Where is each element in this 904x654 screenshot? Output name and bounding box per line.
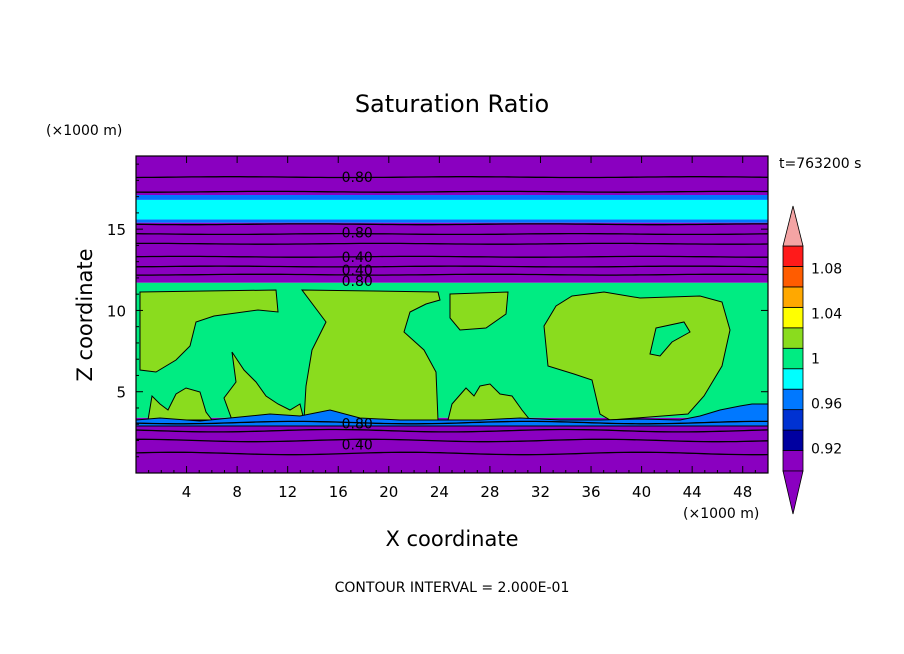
colorbar-segment <box>782 429 804 451</box>
x-tick-label: 48 <box>733 483 752 501</box>
contour-line <box>136 420 768 425</box>
cloud-blob <box>300 289 441 421</box>
cloud-blob <box>449 291 509 331</box>
contour-label: 0.80 <box>342 170 373 186</box>
y-axis-title: Z coordinate <box>73 248 97 381</box>
contour-line <box>136 438 768 443</box>
contour-label: 0.40 <box>342 438 373 454</box>
y-units-label: (×1000 m) <box>46 123 122 139</box>
y-tick-label: 10 <box>107 302 126 320</box>
contour-interval-note: CONTOUR INTERVAL = 2.000E-01 <box>335 580 570 596</box>
contour-label: 0.80 <box>342 225 373 241</box>
contour-label: 0.80 <box>342 416 373 432</box>
colorbar-segment <box>782 388 804 411</box>
colorbar-label: 1 <box>811 352 820 368</box>
x-tick-label: 32 <box>531 483 550 501</box>
level-band <box>136 156 768 196</box>
colorbar-segment <box>782 306 804 329</box>
colorbar-label: 1.08 <box>811 262 842 278</box>
colorbar-segment <box>782 347 804 370</box>
contour-label: 0.80 <box>342 274 373 290</box>
colorbar-over-arrow <box>782 205 804 247</box>
level-band <box>136 219 768 223</box>
x-tick-label: 20 <box>379 483 398 501</box>
contour-line <box>136 273 768 276</box>
contour-line <box>136 176 768 179</box>
contour-line <box>136 255 768 258</box>
x-tick-label: 4 <box>182 483 192 501</box>
contour-line <box>136 223 768 226</box>
contour-line <box>136 190 768 193</box>
x-tick-label: 8 <box>232 483 242 501</box>
x-tick-label: 44 <box>683 483 702 501</box>
contour-line <box>136 232 768 236</box>
level-band <box>136 195 768 200</box>
x-units-label: (×1000 m) <box>683 506 759 522</box>
cloud-blob <box>223 351 305 421</box>
level-band <box>136 199 768 220</box>
contour-line <box>136 265 768 268</box>
colorbar-segment <box>782 327 804 349</box>
contour-lines <box>136 176 768 456</box>
colorbar: 1.08 1.04 1 0.96 0.92 <box>782 205 842 515</box>
x-axis: 4 8 12 16 20 24 28 32 36 40 44 48 <box>148 156 756 501</box>
x-tick-label: 28 <box>480 483 499 501</box>
x-tick-label: 40 <box>632 483 651 501</box>
colorbar-segment <box>782 266 804 288</box>
colorbar-label: 1.04 <box>811 307 842 323</box>
cloud-hole <box>649 321 691 357</box>
colorbar-segment <box>782 245 804 267</box>
colorbar-under-arrow <box>782 470 804 515</box>
colorbar-label: 0.96 <box>811 397 842 413</box>
x-tick-label: 16 <box>329 483 348 501</box>
x-tick-label: 36 <box>581 483 600 501</box>
contour-line <box>136 451 768 456</box>
contour-label: 0.40 <box>342 250 373 266</box>
contour-labels: 0.800.800.400.400.800.800.40 <box>342 170 373 454</box>
chart-title: Saturation Ratio <box>355 90 549 118</box>
contour-label: 0.40 <box>342 263 373 279</box>
colorbar-segment <box>782 368 804 390</box>
colorbar-segment <box>782 409 804 431</box>
colorbar-segment <box>782 286 804 308</box>
colorbar-label: 0.92 <box>811 442 842 458</box>
cloud-lower-edge <box>136 403 768 427</box>
cloud-region <box>136 289 768 427</box>
colorbar-segment <box>782 450 804 472</box>
contour-line <box>136 428 768 433</box>
time-label: t=763200 s <box>779 156 861 172</box>
x-tick-label: 12 <box>278 483 297 501</box>
y-axis: 5 10 15 <box>107 163 768 458</box>
level-band <box>136 222 768 283</box>
y-tick-label: 5 <box>116 384 126 402</box>
level-band <box>136 417 768 473</box>
cloud-blob <box>139 289 279 373</box>
x-tick-label: 24 <box>430 483 449 501</box>
x-axis-title: X coordinate <box>385 527 518 551</box>
y-tick-label: 15 <box>107 221 126 239</box>
contour-line <box>136 242 768 245</box>
